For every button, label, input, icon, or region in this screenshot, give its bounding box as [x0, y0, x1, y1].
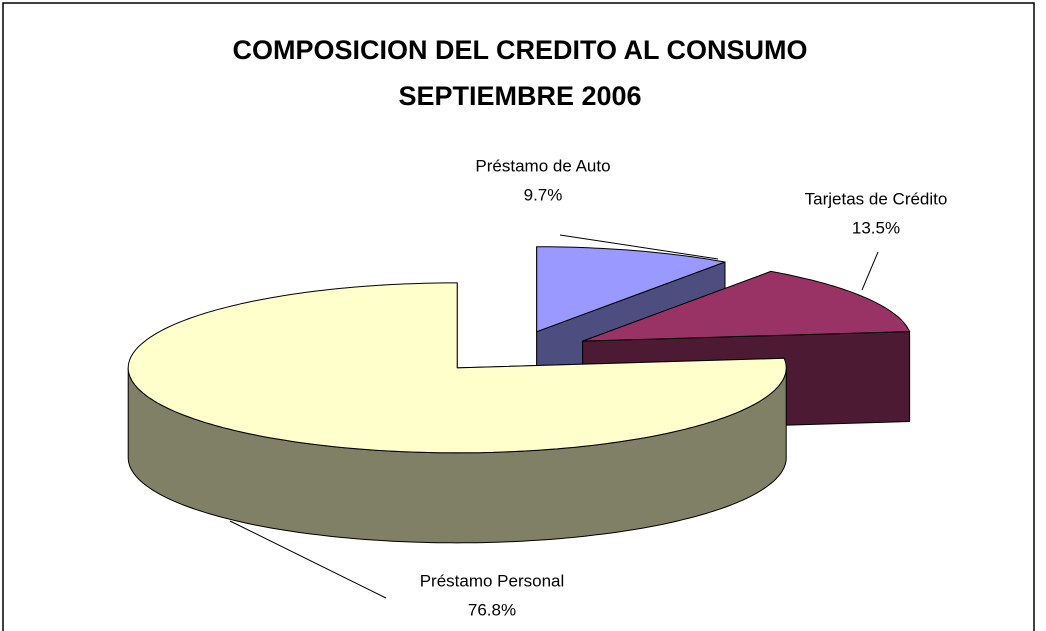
slice [127, 282, 787, 454]
chart-subtitle: SEPTIEMBRE 2006 [398, 81, 641, 111]
slice-value-label: 76.8% [468, 600, 516, 619]
leader-line [559, 234, 719, 260]
slice-label: Préstamo Personal [420, 571, 565, 590]
slice-label: Tarjetas de Crédito [805, 189, 948, 208]
slice [582, 270, 911, 342]
slice-label: Préstamo de Auto [475, 156, 610, 175]
leader-line [861, 251, 879, 291]
slice-value-label: 9.7% [524, 185, 563, 204]
chart-title: COMPOSICION DEL CREDITO AL CONSUMO [232, 35, 807, 65]
leader-line [229, 520, 387, 599]
slice [536, 246, 726, 333]
slice-value-label: 13.5% [852, 218, 900, 237]
